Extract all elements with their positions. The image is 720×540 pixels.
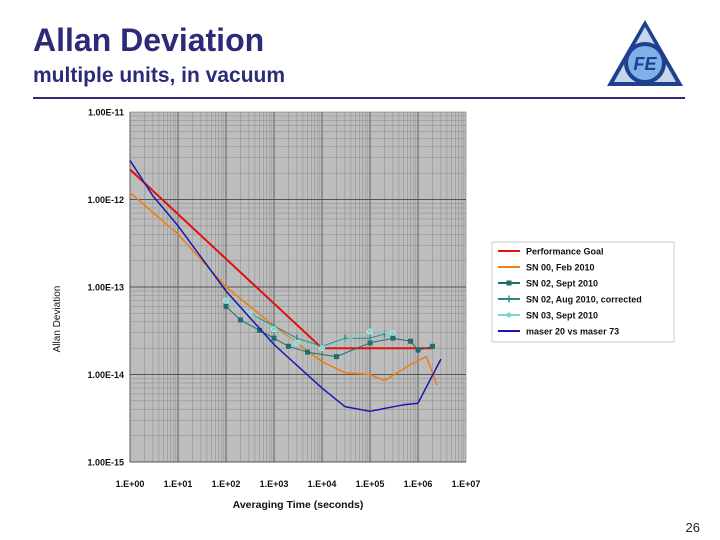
- data-point: [429, 343, 435, 349]
- series-6: [129, 159, 442, 413]
- legend-label: SN 03, Sept 2010: [526, 311, 598, 321]
- legend-label: SN 02, Aug 2010, corrected: [526, 295, 642, 305]
- data-point: [367, 340, 373, 346]
- x-tick-label: 1.E+02: [212, 479, 241, 489]
- legend: Performance Goal SN 00, Feb 2010 SN 02, Se…: [491, 241, 675, 343]
- x-tick-label: 1.E+07: [452, 479, 481, 489]
- x-tick-label: 1.E+06: [404, 479, 433, 489]
- y-tick-label: 1.00E-14: [87, 370, 124, 380]
- x-tick-label: 1.E+04: [308, 479, 337, 489]
- data-point: [305, 349, 311, 355]
- legend-label: Performance Goal: [526, 247, 604, 257]
- y-tick-label: 1.00E-11: [88, 108, 124, 118]
- data-point: [271, 335, 277, 341]
- y-axis-label: Allan Deviation: [52, 286, 63, 353]
- data-point: [257, 327, 263, 333]
- x-axis-label: Averaging Time (seconds): [233, 499, 364, 511]
- data-point: [285, 343, 291, 349]
- page-number: 26: [685, 520, 700, 535]
- data-point: [408, 338, 414, 344]
- y-axis-ticks: 1.00E-11 1.00E-12 1.00E-13 1.00E-14 1.00E-15: [87, 108, 124, 468]
- slide-title: Allan Deviation: [33, 22, 265, 58]
- data-point: [333, 354, 339, 360]
- legend-label: maser 20 vs maser 73: [526, 327, 619, 337]
- data-point: [237, 317, 243, 323]
- x-tick-label: 1.E+01: [164, 479, 193, 489]
- data-point: [367, 328, 373, 335]
- data-series: [129, 159, 442, 413]
- slide-subtitle: multiple units, in vacuum: [33, 64, 286, 87]
- title-divider: [33, 97, 685, 99]
- data-point: [294, 339, 300, 346]
- data-point: [390, 329, 396, 336]
- data-point: [223, 303, 229, 309]
- legend-box: [491, 241, 675, 343]
- data-point: [319, 345, 325, 352]
- data-point: [415, 347, 421, 353]
- x-tick-label: 1.E+00: [116, 479, 145, 489]
- series-5: [223, 297, 396, 352]
- company-logo: FE: [607, 20, 683, 86]
- data-point: [390, 335, 396, 341]
- svg-text:FE: FE: [633, 54, 657, 74]
- y-tick-label: 1.00E-12: [87, 195, 124, 205]
- series-3: [223, 303, 435, 360]
- legend-marker: [506, 312, 512, 318]
- legend-marker: [506, 280, 512, 286]
- series-line: [129, 159, 442, 413]
- data-point: [271, 326, 277, 332]
- y-tick-label: 1.00E-13: [87, 283, 124, 293]
- allan-deviation-chart: 1.00E-11 1.00E-12 1.00E-13 1.00E-14 1.00E-15…: [52, 108, 675, 511]
- y-tick-label: 1.00E-15: [87, 458, 124, 468]
- x-tick-label: 1.E+05: [356, 479, 385, 489]
- legend-label: SN 02, Sept 2010: [526, 279, 598, 289]
- legend-label: SN 00, Feb 2010: [526, 263, 595, 273]
- x-axis-ticks: 1.E+00 1.E+01 1.E+02 1.E+03 1.E+04 1.E+05 1.E+…: [116, 479, 481, 489]
- x-tick-label: 1.E+03: [260, 479, 289, 489]
- data-point: [223, 297, 229, 304]
